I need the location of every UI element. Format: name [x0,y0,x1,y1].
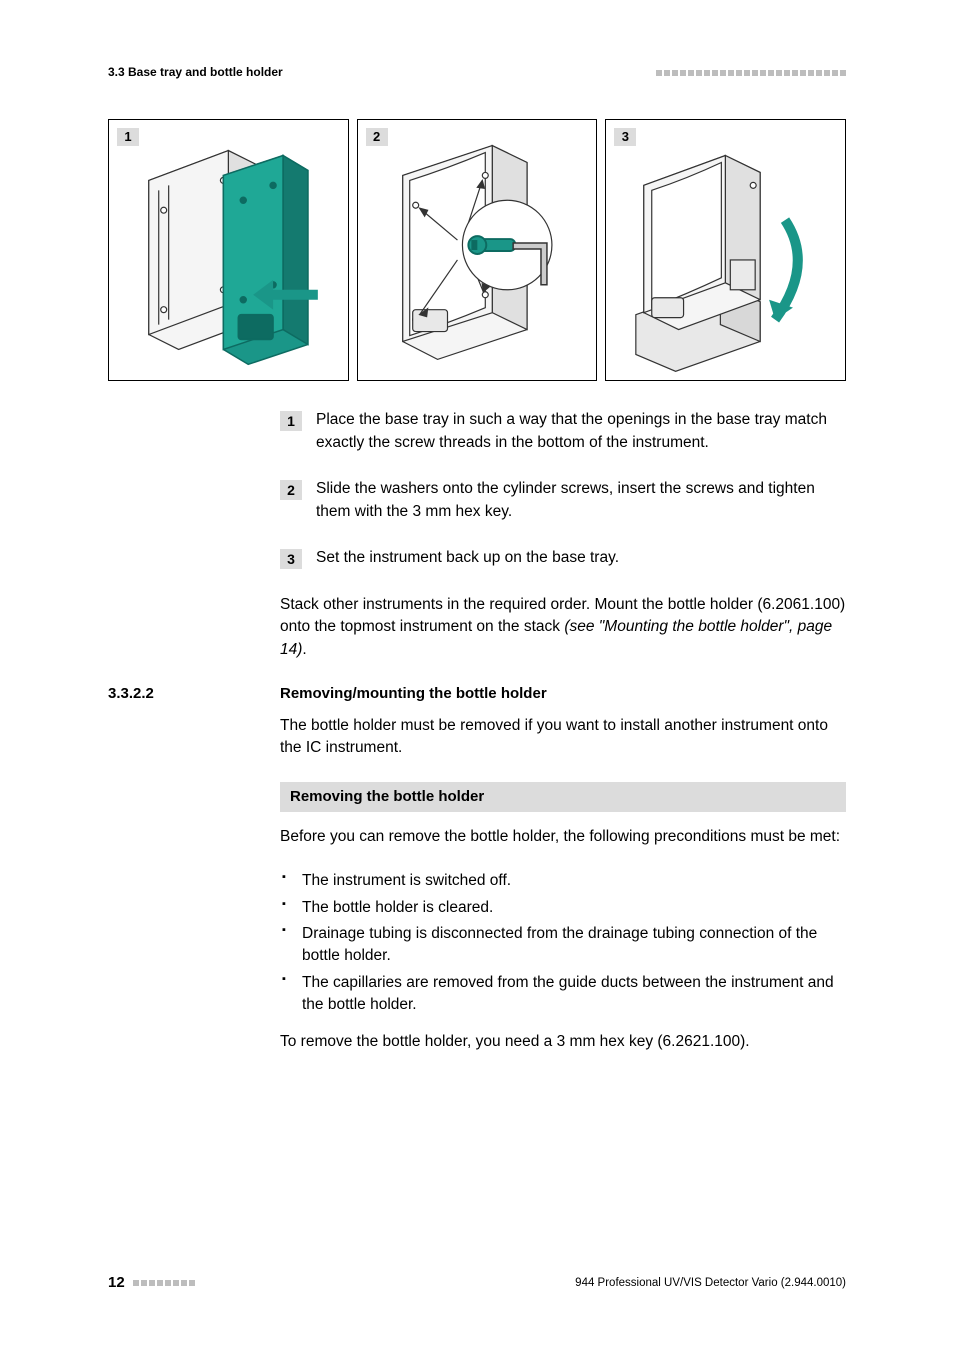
section-heading-row: 3.3.2.2 Removing/mounting the bottle hol… [108,683,846,705]
section-title: Removing/mounting the bottle holder [280,683,547,705]
steps-list: 1 Place the base tray in such a way that… [280,409,846,569]
figure-1-label: 1 [117,128,139,146]
step-3-text: Set the instrument back up on the base t… [316,547,846,569]
header-section-title: 3.3 Base tray and bottle holder [108,64,283,81]
step-2-num: 2 [280,480,302,500]
figure-2: 2 [357,119,598,381]
bullet-4: The capillaries are removed from the gui… [280,972,846,1017]
figure-3-svg [606,120,845,380]
figure-2-label: 2 [366,128,388,146]
page-number: 12 [108,1272,125,1294]
footer-product-name: 944 Professional UV/VIS Detector Vario (… [575,1275,846,1292]
figure-2-svg [358,120,597,380]
step-1-num: 1 [280,411,302,431]
section-intro: The bottle holder must be removed if you… [280,715,846,760]
figure-3: 3 [605,119,846,381]
step-3-num: 3 [280,549,302,569]
step-2: 2 Slide the washers onto the cylinder sc… [280,478,846,523]
section-number: 3.3.2.2 [108,683,280,705]
subbox-post-text: To remove the bottle holder, you need a … [280,1031,846,1053]
paragraph-stack-instruments: Stack other instruments in the required … [280,594,846,661]
step-3: 3 Set the instrument back up on the base… [280,547,846,569]
step-1: 1 Place the base tray in such a way that… [280,409,846,454]
page-footer: 12 944 Professional UV/VIS Detector Vari… [108,1272,846,1294]
bullet-3: Drainage tubing is disconnected from the… [280,923,846,968]
preconditions-list: The instrument is switched off. The bott… [280,870,846,1017]
header-squares [656,70,846,76]
step-2-text: Slide the washers onto the cylinder scre… [316,478,846,523]
bullet-2: The bottle holder is cleared. [280,897,846,919]
footer-left: 12 [108,1272,195,1294]
bullet-1: The instrument is switched off. [280,870,846,892]
footer-squares [133,1280,195,1286]
subbox-title: Removing the bottle holder [280,782,846,812]
figure-row: 1 [108,119,846,381]
figure-1-svg [109,120,348,380]
header-decoration [656,70,846,76]
step-1-text: Place the base tray in such a way that t… [316,409,846,454]
figure-3-label: 3 [614,128,636,146]
figure-1: 1 [108,119,349,381]
subbox-pre-text: Before you can remove the bottle holder,… [280,826,846,848]
page-header: 3.3 Base tray and bottle holder [108,64,846,81]
para-text-after: . [302,641,306,658]
